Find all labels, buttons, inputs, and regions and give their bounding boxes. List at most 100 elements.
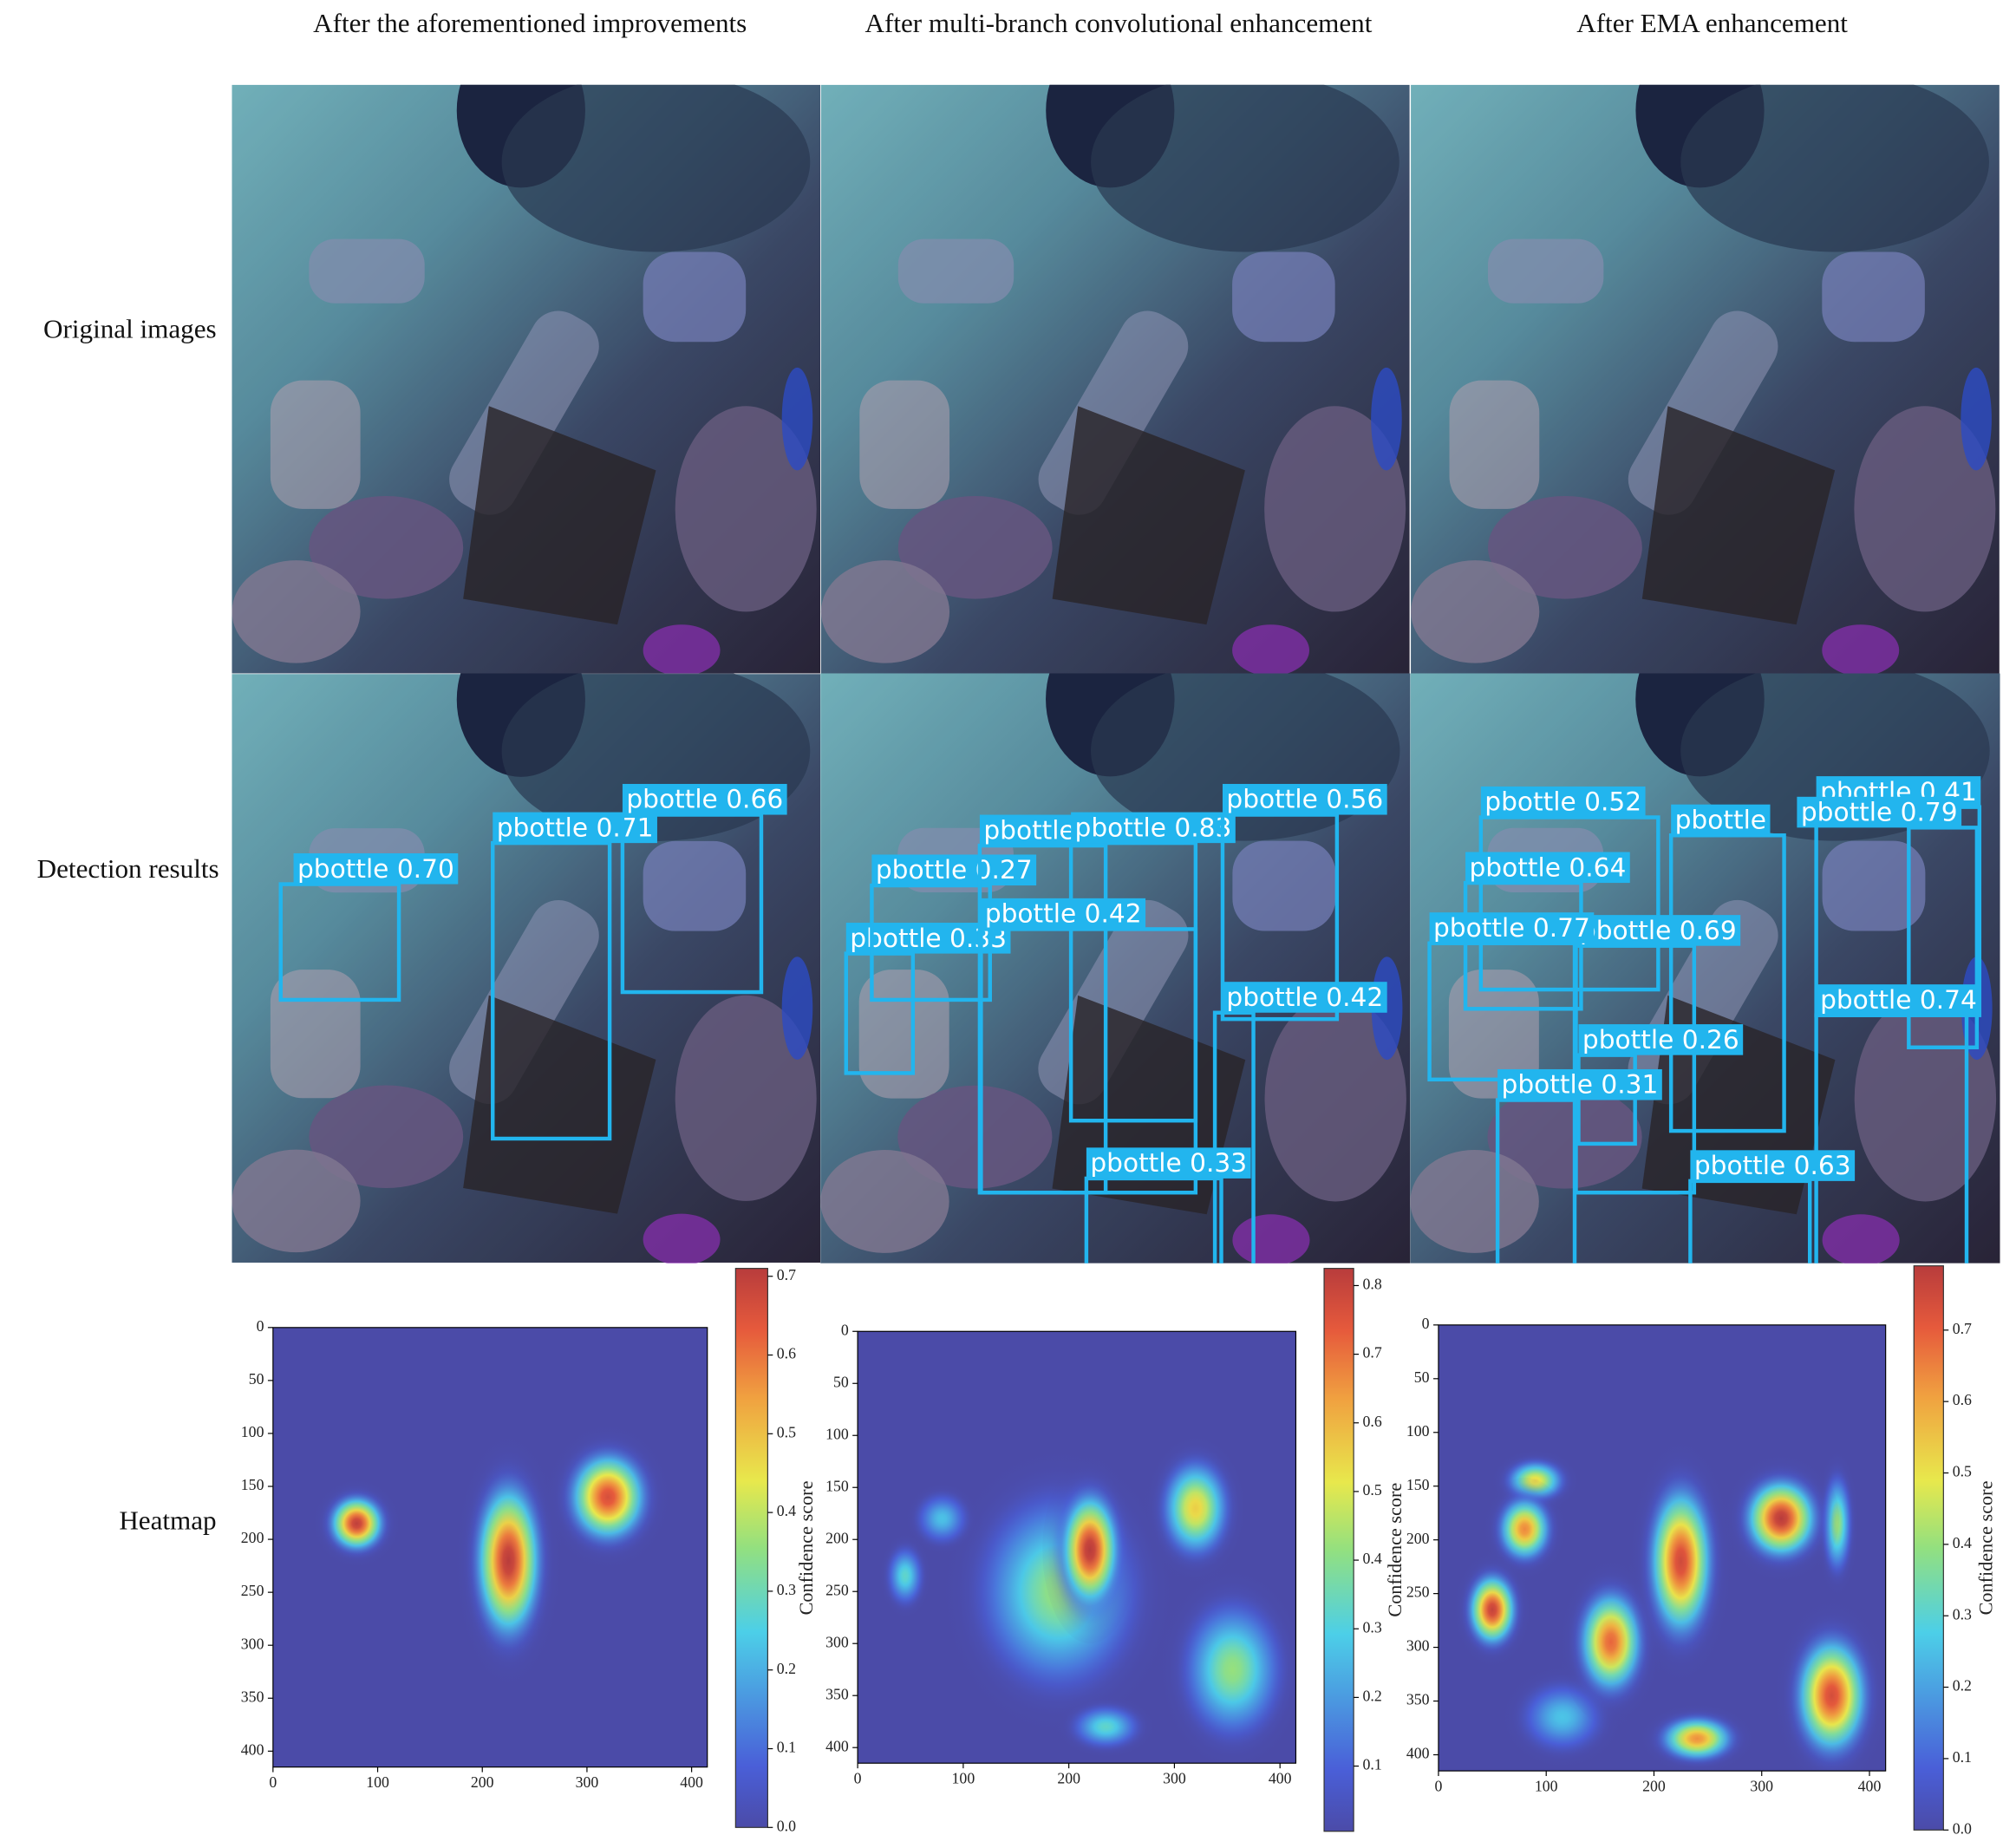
y-tick-label: 50 (1414, 1368, 1430, 1386)
label-background (1071, 812, 1236, 844)
colorbar-tick-label: 0.2 (1363, 1687, 1382, 1704)
detection-image (232, 673, 821, 1264)
column-title: After multi-branch convolutional enhance… (865, 8, 1373, 38)
label-background (1429, 912, 1595, 944)
detection-label: pbottle 0.26 (1582, 1024, 1739, 1055)
label-background (1797, 796, 1962, 828)
label-background (1222, 982, 1387, 1013)
y-tick-label: 250 (241, 1582, 264, 1599)
detection-label: pbottle 0.79 (1801, 797, 1958, 827)
label-background (1086, 1147, 1251, 1179)
y-tick-label: 0 (841, 1321, 849, 1338)
heat-blob (545, 1423, 671, 1570)
label-background (293, 852, 459, 885)
y-tick-label: 150 (1406, 1476, 1430, 1493)
heatmap (1438, 1324, 1886, 1772)
y-tick-label: 300 (241, 1635, 264, 1652)
y-tick-label: 400 (1406, 1745, 1430, 1762)
colorbar-tick-label: 0.5 (1363, 1481, 1382, 1499)
colorbar-tick-label: 0.2 (777, 1660, 796, 1677)
heat-blob (1628, 1439, 1733, 1684)
heat-blob (454, 1433, 562, 1688)
colorbar-tick-label: 0.7 (777, 1266, 796, 1283)
y-tick-label: 100 (241, 1423, 264, 1440)
axes-frame (857, 1330, 1297, 1764)
colorbar-label: Confidence score (1384, 1483, 1406, 1617)
x-tick-label: 0 (269, 1773, 277, 1791)
x-tick-label: 0 (1434, 1777, 1442, 1794)
colorbar-tick-label: 0.6 (1953, 1391, 1972, 1408)
heat-blob (1453, 1551, 1531, 1668)
colorbar-tick-label: 0.4 (1953, 1534, 1972, 1551)
label-background (622, 783, 787, 815)
y-tick-label: 350 (825, 1685, 849, 1702)
y-tick-label: 250 (1406, 1584, 1430, 1601)
heat-blob (1153, 1560, 1296, 1764)
row-label: Heatmap (119, 1505, 216, 1535)
heat-blob (312, 1479, 401, 1569)
row-label: Original images (43, 314, 217, 344)
colorbar (1913, 1265, 1944, 1831)
x-tick-label: 0 (854, 1770, 862, 1787)
detection-label: pbottle 0.63 (1694, 1150, 1851, 1180)
x-tick-label: 200 (1642, 1777, 1666, 1794)
label-background (1578, 1024, 1744, 1055)
colorbar-tick-label: 0.0 (777, 1817, 796, 1834)
label-background (1480, 786, 1646, 818)
detection-label: pbottle 0.64 (1470, 852, 1627, 882)
label-background (1690, 1150, 1856, 1181)
detection-label: pbottle 0.74 (1820, 984, 1977, 1015)
label-background (1671, 804, 1771, 836)
detection-label: pbottle 0.83 (1075, 812, 1232, 842)
heat-blob (877, 1529, 934, 1623)
colorbar (1323, 1268, 1354, 1832)
colorbar-tick-label: 0.2 (1953, 1677, 1972, 1695)
heatmap (858, 1331, 1296, 1764)
y-tick-label: 200 (825, 1529, 849, 1546)
column-title: After EMA enhancement (1576, 8, 1848, 38)
colorbar-tick-label: 0.6 (777, 1345, 796, 1362)
original-image (232, 84, 821, 674)
colorbar-tick-label: 0.0 (1953, 1819, 1972, 1837)
x-tick-label: 300 (576, 1773, 599, 1791)
original-image (1411, 84, 2000, 674)
y-tick-label: 300 (1406, 1637, 1430, 1655)
colorbar (734, 1268, 768, 1828)
x-tick-label: 400 (1858, 1777, 1882, 1794)
label-background (1816, 984, 1981, 1015)
detection-label: pbottle (983, 814, 1074, 845)
detection-label: pbottle 0.77 (1433, 912, 1590, 943)
axes-frame (272, 1327, 708, 1768)
heat-blob (1639, 1703, 1756, 1772)
axes-frame (1438, 1324, 1887, 1772)
column-title: After the aforementioned improvements (313, 8, 747, 38)
x-tick-label: 200 (471, 1773, 494, 1791)
y-tick-label: 0 (1422, 1315, 1430, 1332)
y-tick-label: 50 (249, 1370, 264, 1388)
detection-label: pbottle 0.31 (1502, 1069, 1659, 1100)
heat-blob (1042, 1456, 1138, 1644)
colorbar-tick-label: 0.6 (1363, 1413, 1382, 1430)
y-tick-label: 200 (1406, 1530, 1430, 1547)
colorbar-tick-label: 0.1 (1953, 1748, 1972, 1766)
x-tick-label: 100 (952, 1770, 975, 1787)
heat-blob (1723, 1453, 1840, 1584)
y-tick-label: 100 (825, 1425, 849, 1442)
y-tick-label: 300 (825, 1633, 849, 1650)
y-tick-label: 200 (241, 1529, 264, 1546)
detection-label: pbottle 0.56 (1226, 784, 1383, 814)
colorbar-tick-label: 0.3 (777, 1581, 796, 1598)
label-background (1465, 852, 1630, 884)
x-tick-label: 400 (1269, 1770, 1292, 1787)
detection-label: pbottle 0.42 (1226, 982, 1383, 1012)
colorbar-tick-label: 0.4 (777, 1502, 796, 1519)
colorbar-tick-label: 0.4 (1363, 1550, 1382, 1567)
label-background (871, 854, 1037, 886)
label-background (979, 814, 1080, 846)
y-tick-label: 350 (1406, 1691, 1430, 1708)
y-tick-label: 0 (257, 1317, 264, 1335)
